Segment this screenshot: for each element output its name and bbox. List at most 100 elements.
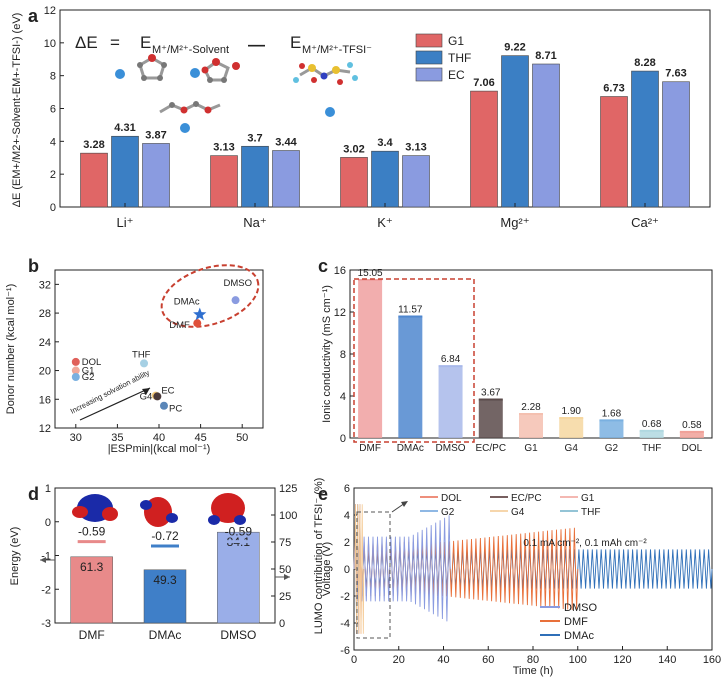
point-label: EC [161,385,174,396]
point-label: DOL [82,357,102,368]
x-tick-label: DMSO [436,443,466,454]
zoom-box [356,511,391,639]
bar-ec [532,63,560,208]
legend-label: DMSO [564,602,597,614]
bar-thf [371,150,399,208]
equation-term2: E [290,33,301,52]
bar-ec [402,155,430,208]
y-tick-label: 24 [39,337,51,349]
panel-d-ticks: -3 -2 -1 0 1 0 25 50 75 100 125 [41,483,297,630]
point-g2 [71,373,80,382]
bar-value-label: 11.57 [398,305,423,316]
x-tick-label: 45 [194,432,206,444]
y-tick-label: 16 [334,265,346,277]
bar-value-label: 3.13 [213,142,234,154]
contribution-bar-dmso [217,531,260,624]
x-tick-label: 50 [236,432,248,444]
left-axis-arrowhead-icon [40,557,46,563]
dmac-orbital-icon [140,497,178,527]
panel-a-x-ticks: Li⁺ Na⁺ K⁺ Mg²⁺ Ca²⁺ [117,203,659,230]
bar-dmac [398,316,423,438]
bar-value-label: 1.90 [561,406,581,417]
panel-d-ylabel-right: LUMO contribution of TFSI⁻ (%) [313,478,325,635]
tfsi-molecule-icon [293,62,358,85]
y-tick-label: 6 [50,104,56,116]
x-tick-label: 100 [569,654,587,666]
legend-label: EC/PC [511,493,542,504]
rate-annotation: 0.1 mA cm⁻², 0.1 mAh cm⁻² [523,538,647,549]
point-label: DMSO [224,278,253,289]
panel-c-ylabel: Ionic conductivity (mS cm⁻¹) [321,285,333,423]
cation-sphere-icon [325,107,335,117]
bar-value-label: 0.58 [682,420,702,431]
x-tick-label: EC/PC [475,443,506,454]
point-g1 [71,366,80,375]
panel-e-legend-bottom: DMSO DMF DMAc [540,602,597,642]
y-tick-label: -3 [41,618,51,630]
bar-thf [639,430,664,438]
bar-dmso [438,366,463,438]
y-right-tick-label: 100 [279,510,297,522]
bar-g1 [519,414,543,438]
legend-swatch [415,67,443,82]
point-pc [159,401,168,410]
cation-sphere-icon [180,123,190,133]
dmf-orbital-icon [72,494,118,522]
point-label: DMAc [174,297,200,308]
dmso-orbital-icon [208,493,246,525]
bar-value-label: 8.28 [634,57,655,69]
lumo-energy-label: -0.59 [225,525,253,539]
bar-ec [272,150,300,208]
x-tick-label: 35 [111,432,123,444]
x-tick-label: 60 [482,654,494,666]
legend-label: G1 [581,493,595,504]
thf-molecule-icon [137,54,167,81]
x-tick-label: Mg²⁺ [500,215,529,230]
solvation-arrow [79,387,151,421]
panel-e-label: e [318,484,328,504]
equation-eq: = [110,33,120,52]
bar-value-label: 3.67 [481,387,501,398]
cation-sphere-icon [190,68,200,78]
y-right-tick-label: 75 [279,537,291,549]
zoom-arrowhead-icon [401,501,408,507]
panel-c-bars: 15.05 DMF 11.57 DMAc 6.84 DMSO 3.67 EC/PC 2.28 G1… [358,268,704,454]
solvation-arrowhead-icon [142,388,150,395]
equation-minus: — [248,35,265,54]
bar-g1 [600,96,628,208]
x-tick-label: 0 [351,654,357,666]
highlight-box [353,278,475,443]
legend-swatch [415,33,443,48]
right-axis-arrowhead-icon [284,574,290,580]
panel-b-xlabel: |ESPmin|(kcal mol⁻¹) [108,443,211,455]
x-tick-label: 140 [658,654,676,666]
bar-ec [142,143,170,208]
y-tick-label: 28 [39,308,51,320]
legend-label: THF [581,507,600,518]
y-tick-label: 8 [340,349,346,361]
x-tick-label: DMAc [149,628,182,642]
contribution-label: 61.3 [80,560,104,574]
y-tick-label: 8 [50,71,56,83]
lumo-energy-label: -0.72 [151,529,179,543]
x-tick-label: 40 [437,654,449,666]
high-solvation-ellipse [160,264,260,328]
early-failure-trace [354,504,365,634]
panel-c-y-ticks: 0 4 8 12 16 [334,265,354,445]
panel-a-equation: ΔE = E M⁺/M²⁺-Solvent — E M⁺/M²⁺-TFSI⁻ [75,33,372,56]
g1-molecule-icon [159,101,221,114]
bar-value-label: 3.87 [145,129,166,141]
contribution-label: 49.3 [153,573,177,587]
y-tick-label: 4 [50,136,56,148]
panel-e-legend-top: DOL EC/PC G1 G2 G4 THF [420,493,600,518]
bar-g4 [559,418,584,438]
contribution-bar-dmac [143,569,187,624]
x-tick-label: DMAc [397,443,424,454]
x-tick-label: 20 [393,654,405,666]
ec-molecule-icon [201,58,240,83]
panel-b-ticks: 30 35 40 45 50 12 16 20 24 28 32 [39,279,249,444]
molecule-illustrations [115,54,358,133]
